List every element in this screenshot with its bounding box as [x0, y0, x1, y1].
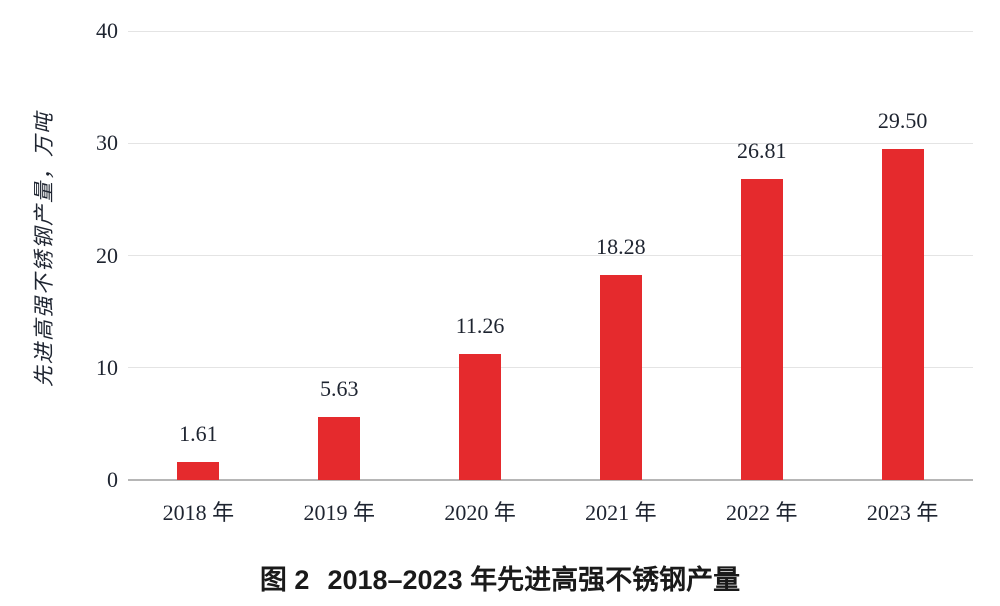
figure-title: 2018–2023 年先进高强不锈钢产量: [327, 565, 741, 595]
x-tick-label: 2020 年: [444, 500, 516, 525]
figure-number: 图 2: [259, 565, 310, 595]
bar-value-label: 1.61: [179, 420, 218, 446]
x-tick-label: 2018 年: [162, 500, 235, 525]
bar-2023年: [881, 148, 924, 480]
y-tick-label: 20: [96, 242, 118, 268]
gridline: [128, 142, 973, 144]
y-tick-label: 10: [96, 354, 118, 380]
gridline: [128, 255, 973, 256]
x-tick-label: 2021 年: [585, 500, 657, 525]
bar-value-label: 26.81: [737, 138, 787, 164]
bar-value-label: 18.28: [596, 233, 646, 259]
x-tick-label: 2019 年: [303, 500, 376, 525]
y-tick-label: 40: [96, 18, 118, 43]
gridline: [128, 30, 973, 32]
bar-value-label: 11.26: [455, 312, 505, 338]
bar-2020年: [459, 353, 502, 480]
bar-2021年: [599, 274, 642, 480]
x-axis-line: [128, 479, 973, 481]
x-tick-label: 2022 年: [726, 500, 798, 525]
bar-value-label: 5.63: [320, 375, 359, 401]
gridline: [128, 367, 973, 369]
bar-2022年: [740, 179, 783, 480]
bar-2019年: [318, 416, 361, 480]
x-tick-label: 2023 年: [866, 500, 939, 525]
figure-caption: 图 2 2018–2023 年先进高强不锈钢产量: [0, 558, 1000, 597]
y-tick-label: 30: [96, 130, 118, 156]
bar-value-label: 29.50: [877, 107, 928, 133]
y-tick-label: 0: [107, 467, 118, 492]
bar-2018年: [177, 461, 220, 480]
